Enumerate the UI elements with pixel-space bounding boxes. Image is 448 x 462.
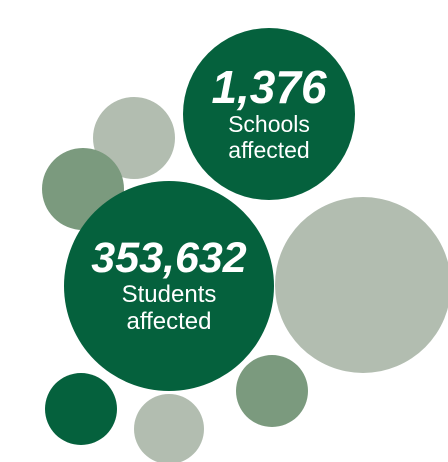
students-label: Students: [121, 280, 217, 308]
students-count: 353,632: [91, 233, 247, 282]
students-stat-bubble: 353,632 Students affected: [64, 181, 274, 391]
schools-stat-bubble: 1,376 Schools affected: [183, 28, 355, 200]
schools-label: Schools: [228, 111, 310, 138]
schools-affected-label: affected: [228, 137, 310, 163]
decorative-circle-mid-lower: [236, 355, 308, 427]
students-affected-label: affected: [126, 307, 212, 335]
decorative-circle-dark-bottom: [45, 373, 117, 445]
schools-count: 1,376: [211, 61, 327, 114]
decorative-circle-light-bottom: [134, 394, 204, 462]
decorative-circle-light-large: [275, 197, 448, 373]
